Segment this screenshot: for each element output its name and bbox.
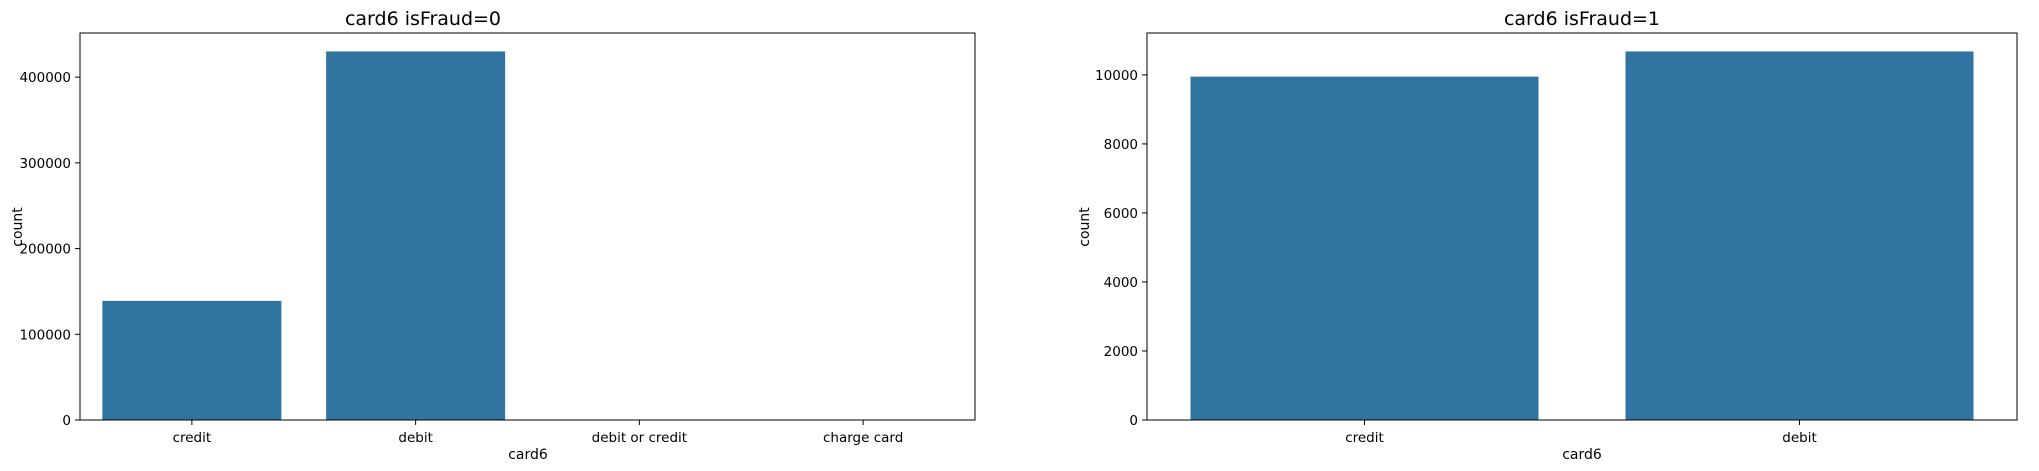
x-tick-label-debit: debit: [398, 430, 433, 446]
x-tick-label-credit: credit: [173, 430, 212, 446]
y-tick-label: 2000: [1104, 344, 1138, 360]
y-tick-label: 0: [1129, 413, 1138, 429]
x-tick-label-debit-or-credit: debit or credit: [592, 430, 687, 446]
chart-card6-isfraud-0: card6 isFraud=0 card6 count credit debit d…: [10, 8, 976, 463]
bar-debit: [1625, 51, 1974, 421]
y-tick-label: 400000: [19, 70, 71, 86]
x-ticks: credit debit debit or credit charge card: [173, 420, 903, 446]
x-tick-label-charge-card: charge card: [823, 430, 903, 446]
y-tick-label: 10000: [1095, 68, 1138, 84]
y-tick-label: 6000: [1104, 206, 1138, 222]
bars: [102, 51, 953, 421]
y-tick-label: 4000: [1104, 275, 1138, 291]
y-tick-label: 0: [62, 413, 71, 429]
y-axis-label: count: [10, 207, 26, 247]
x-tick-label-credit: credit: [1345, 430, 1384, 446]
chart-title: card6 isFraud=0: [345, 8, 501, 30]
y-tick-label: 8000: [1104, 137, 1138, 153]
x-axis-label: card6: [1562, 447, 1602, 463]
x-tick-label-debit: debit: [1782, 430, 1817, 446]
bar-debit: [326, 51, 506, 421]
chart-card6-isfraud-1: card6 isFraud=1 card6 count credit debit …: [1077, 8, 2018, 463]
y-ticks: 0 2000 4000 6000 8000 10000: [1095, 68, 1147, 429]
y-axis-label: count: [1077, 207, 1093, 247]
plot-frame: [1146, 32, 2018, 421]
x-ticks: credit debit: [1345, 420, 1817, 446]
x-axis-label: card6: [508, 447, 548, 463]
y-ticks: 0 100000 200000 300000 400000: [19, 70, 80, 429]
bar-credit: [102, 300, 282, 420]
bar-credit: [1190, 76, 1539, 420]
bars: [1190, 51, 1974, 421]
y-tick-label: 200000: [19, 242, 71, 258]
chart-title: card6 isFraud=1: [1504, 8, 1660, 30]
y-tick-label: 300000: [19, 156, 71, 172]
plot-frame: [79, 32, 976, 421]
y-tick-label: 100000: [19, 327, 71, 343]
